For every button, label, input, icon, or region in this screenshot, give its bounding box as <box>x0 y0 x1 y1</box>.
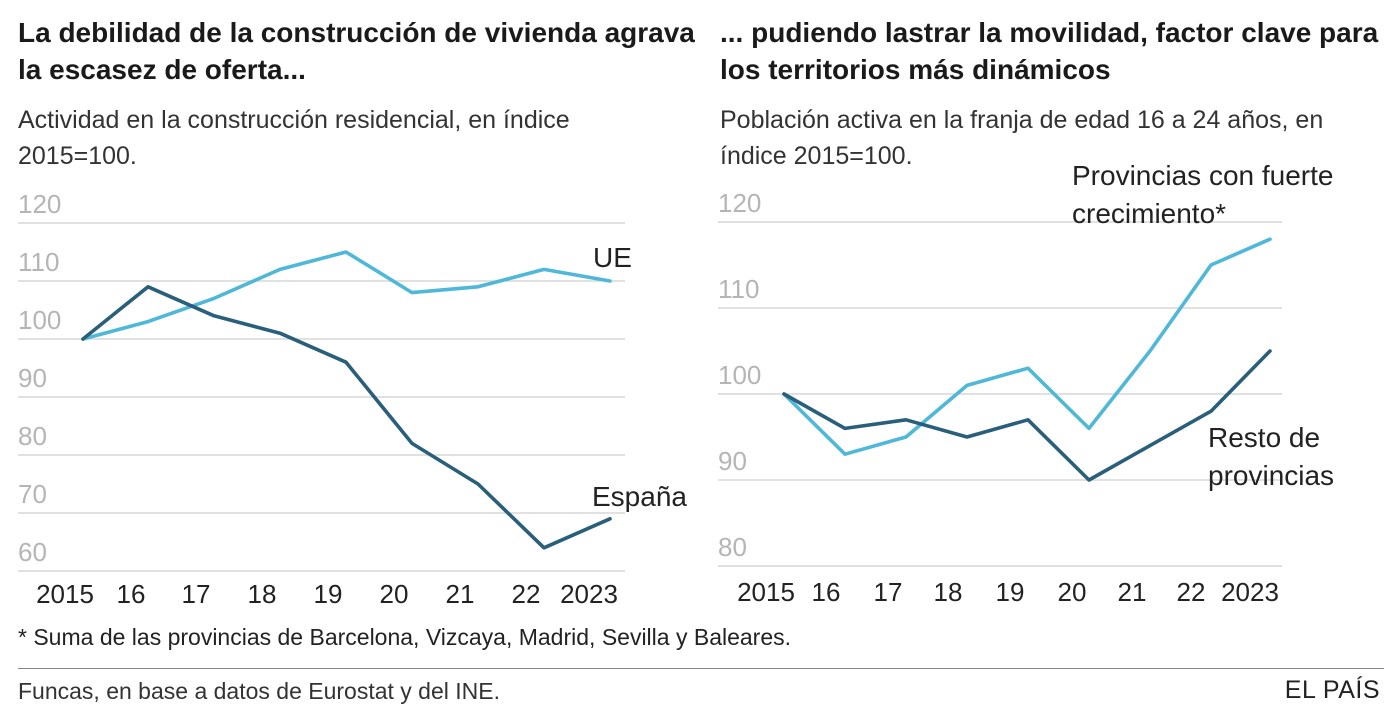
x-tick-22: 22 <box>512 579 541 609</box>
x-tick-2015: 2015 <box>737 577 795 607</box>
x-tick-20: 20 <box>380 579 409 609</box>
x-tick-21: 21 <box>446 579 475 609</box>
x-tick-19: 19 <box>314 579 343 609</box>
x-tick-16: 16 <box>117 579 146 609</box>
x-tick-2023: 2023 <box>560 579 618 609</box>
x-tick-17: 17 <box>182 579 211 609</box>
y-tick-100: 100 <box>718 360 761 390</box>
y-tick-90: 90 <box>18 363 47 393</box>
x-tick-17: 17 <box>874 577 903 607</box>
x-tick-2023: 2023 <box>1221 577 1279 607</box>
source-note: Funcas, en base a datos de Eurostat y de… <box>18 678 501 704</box>
x-tick-2015: 2015 <box>36 579 94 609</box>
y-tick-110: 110 <box>718 274 759 304</box>
y-tick-90: 90 <box>718 446 747 476</box>
y-tick-80: 80 <box>18 421 47 451</box>
x-tick-18: 18 <box>934 577 963 607</box>
series-label-secondary: España <box>592 481 687 512</box>
series-line-secondary <box>81 284 612 550</box>
footnote: * Suma de las provincias de Barcelona, V… <box>18 624 792 650</box>
y-tick-120: 120 <box>18 189 61 219</box>
footer-divider <box>18 668 1384 669</box>
series-label-secondary: Resto de provincias <box>1208 422 1334 491</box>
left-chart: 60 70 80 90 100 110 120 2015 16 17 18 19 20 21 22 2023 U… <box>18 189 687 609</box>
left-chart-subtitle: Actividad en la construcción residencial… <box>18 106 570 170</box>
y-tick-100: 100 <box>18 305 61 335</box>
series-line-secondary <box>782 349 1272 482</box>
series-label-primary: UE <box>593 242 632 273</box>
series-label-primary: Provincias con fuerte crecimiento* <box>1072 160 1333 229</box>
brand-logo: EL PAÍS <box>1284 676 1380 704</box>
x-tick-19: 19 <box>996 577 1025 607</box>
y-tick-120: 120 <box>718 188 761 218</box>
right-chart: 80 90 100 110 120 2015 16 17 18 19 20 21 22 2023 Provi… <box>718 160 1334 607</box>
series-line-primary <box>782 237 1272 457</box>
y-tick-70: 70 <box>18 479 47 509</box>
right-chart-title: ... pudiendo lastrar la movilidad, facto… <box>720 17 1379 85</box>
left-chart-title: La debilidad de la construcción de vivie… <box>18 17 695 85</box>
y-tick-60: 60 <box>18 537 47 567</box>
y-tick-80: 80 <box>718 532 747 562</box>
x-tick-18: 18 <box>248 579 277 609</box>
x-tick-21: 21 <box>1118 577 1147 607</box>
x-tick-22: 22 <box>1177 577 1206 607</box>
series-line-primary <box>81 250 612 341</box>
y-tick-110: 110 <box>18 247 59 277</box>
x-tick-16: 16 <box>812 577 841 607</box>
x-tick-20: 20 <box>1058 577 1087 607</box>
right-chart-subtitle: Población activa en la franja de edad 16… <box>720 106 1324 170</box>
